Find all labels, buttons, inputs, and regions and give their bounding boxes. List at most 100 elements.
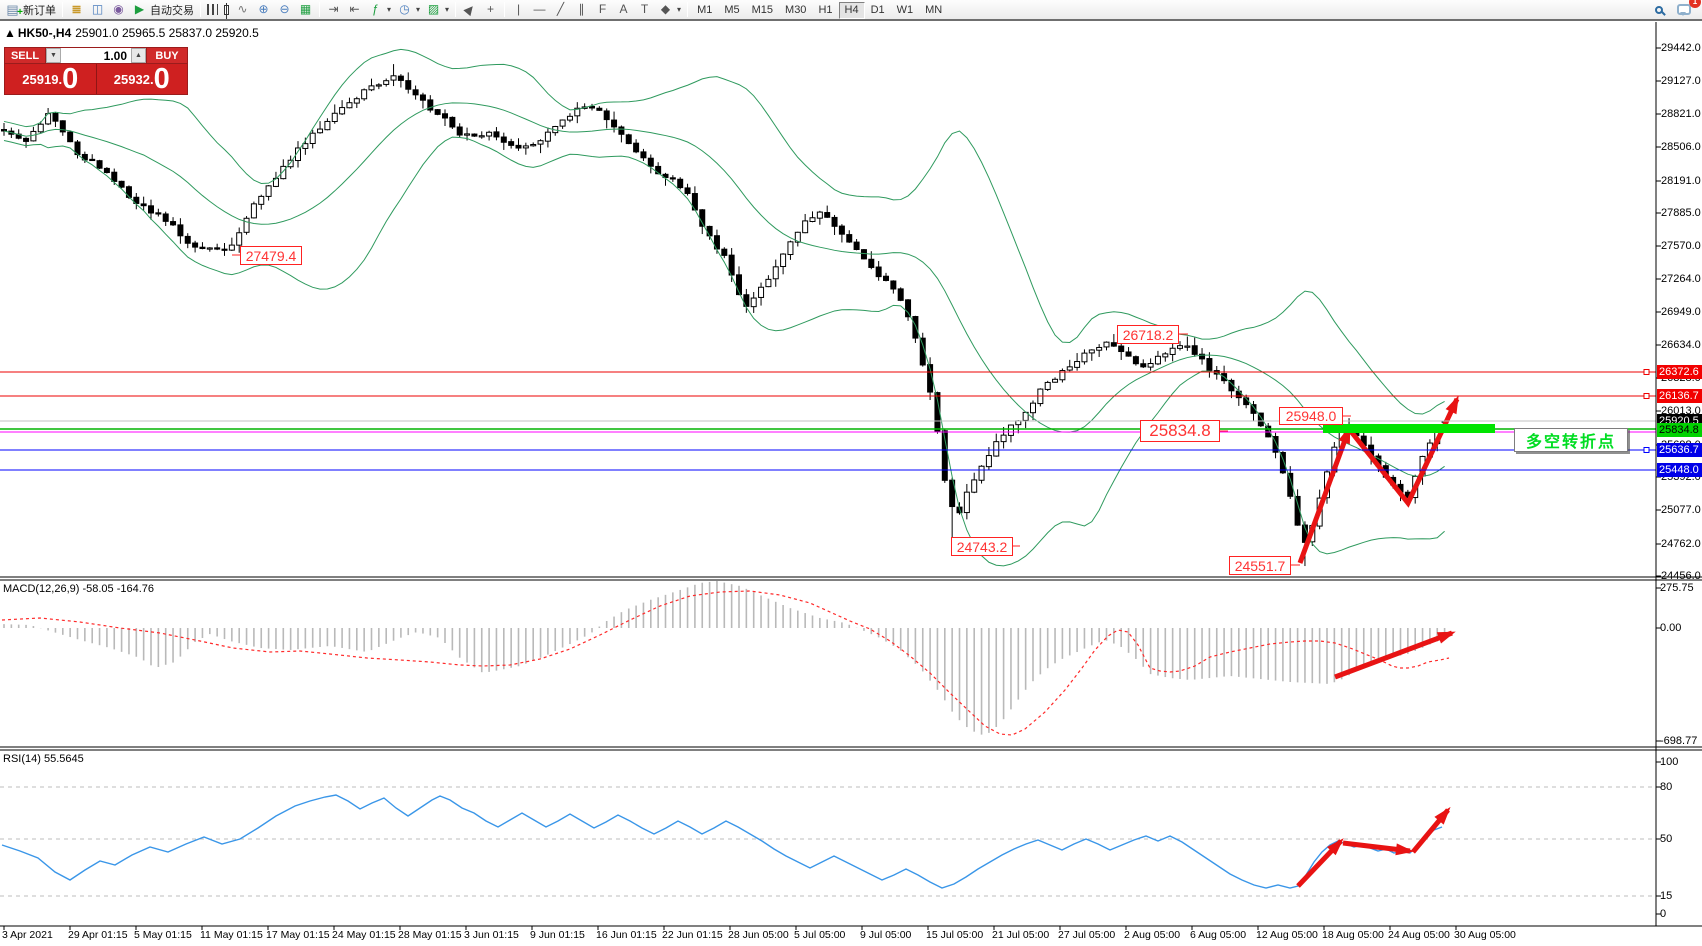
time-axis-label: 2 Aug 05:00 (1124, 929, 1181, 941)
periods-button[interactable]: ◷ ▾ (394, 1, 423, 19)
time-axis-label: 6 Aug 05:00 (1190, 929, 1247, 941)
one-click-trading-panel: SELL ▼ ▲ BUY 25919.0 25932.0 (4, 47, 188, 95)
notifications-button[interactable]: 1 (1674, 0, 1701, 19)
timeframe-m1-button[interactable]: M1 (691, 2, 718, 19)
text-button[interactable]: A (613, 1, 634, 19)
sell-price[interactable]: 25919. 0 (5, 64, 97, 94)
timeframe-w1-button[interactable]: W1 (891, 2, 920, 19)
text-icon: A (619, 2, 628, 16)
symbol-direction-icon: ▲ (4, 26, 16, 40)
time-axis-label: 18 Aug 05:00 (1322, 929, 1384, 941)
support-highlight-bar (1323, 424, 1495, 433)
chevron-down-icon: ▾ (445, 5, 450, 14)
zoom-out-button[interactable]: ⊖ (274, 1, 295, 19)
timeframe-m30-button[interactable]: M30 (779, 2, 812, 19)
macd-axis-tick: 0.00 (1660, 622, 1682, 634)
arrows-button[interactable]: ◆ ▾ (655, 1, 684, 19)
chevron-down-icon: ▾ (387, 5, 392, 14)
buy-button[interactable]: BUY (146, 47, 188, 64)
time-axis-label: 28 May 01:15 (398, 929, 462, 941)
timeframe-h4-button[interactable]: H4 (838, 1, 865, 19)
volume-input[interactable] (61, 48, 131, 63)
gold-bars-icon: ≣ (71, 2, 82, 16)
fibonacci-button[interactable]: F (592, 1, 613, 19)
charts-profile-button[interactable]: ◫ (87, 1, 108, 19)
new-order-button[interactable]: ▤ + 新订单 (2, 1, 59, 19)
sell-button[interactable]: SELL (4, 47, 46, 64)
price-axis-tick: 27264.0 (1661, 273, 1701, 285)
timeframe-mn-button[interactable]: MN (919, 2, 948, 19)
text-label-button[interactable]: T (634, 1, 655, 19)
channel-button[interactable]: ∥ (571, 1, 592, 19)
price-tag: 25448.0 (1657, 463, 1702, 477)
time-axis-label: 16 Jun 01:15 (596, 929, 657, 941)
timeframe-d1-button[interactable]: D1 (865, 2, 891, 19)
timeframe-m5-button[interactable]: M5 (718, 2, 745, 19)
toolbar: ▤ + 新订单 ≣ ◫ ◉ ▶ 自动交易 ∿ ⊕ ⊖ ▦ ⇥ ⇤ ƒ ▾ ◷ ▾ ▨ ▾… (0, 0, 1702, 21)
candlestick-chart-button[interactable] (221, 1, 232, 19)
chart-header: ▲ HK50-,H4 25901.0 25965.5 25837.0 25920.5 (4, 26, 259, 40)
buy-price[interactable]: 25932. 0 (113, 63, 170, 95)
search-button[interactable] (1652, 1, 1666, 19)
crosshair-button[interactable]: + (480, 1, 501, 19)
chat-bubble-icon (1677, 4, 1691, 16)
price-axis-tick: 24762.0 (1661, 538, 1701, 550)
horizontal-line-button[interactable]: — (529, 1, 550, 19)
trend-arrow (1347, 397, 1460, 508)
price-callout-label[interactable]: 24743.2 (951, 537, 1013, 556)
macd-axis-tick: -698.77 (1660, 735, 1698, 747)
rsi-axis-tick: 0 (1660, 908, 1667, 920)
line-chart-button[interactable]: ∿ (232, 1, 253, 19)
trendline-button[interactable]: ╱ (550, 1, 571, 19)
gold-bars-button[interactable]: ≣ (66, 1, 87, 19)
time-axis-label: 5 May 01:15 (134, 929, 192, 941)
autotrading-icon: ▶ (134, 2, 145, 16)
time-axis-label: 17 May 01:15 (266, 929, 330, 941)
time-axis-label: 24 Aug 05:00 (1388, 929, 1450, 941)
charts-profile-icon: ◫ (91, 2, 104, 16)
templates-button[interactable]: ▨ ▾ (423, 1, 452, 19)
price-callout-label[interactable]: 24551.7 (1229, 556, 1291, 575)
bar-chart-button[interactable] (204, 1, 221, 19)
crosshair-icon: + (487, 2, 495, 16)
auto-scroll-button[interactable]: ⇥ (323, 1, 344, 19)
price-callout-label[interactable]: 25834.8 (1140, 420, 1220, 442)
macd-panel (1, 581, 1456, 736)
search-icon (1655, 5, 1663, 14)
price-axis-tick: 28821.0 (1661, 108, 1701, 120)
price-axis-tick: 28506.0 (1661, 141, 1701, 153)
tile-windows-button[interactable]: ▦ (295, 1, 316, 19)
signal-button[interactable]: ◉ (108, 1, 129, 19)
line-handle (1643, 447, 1650, 453)
time-axis-label: 3 Jun 01:15 (464, 929, 519, 941)
rsi-label: RSI(14) 55.5645 (3, 753, 84, 765)
price-tag: 25636.7 (1657, 443, 1702, 457)
time-axis-label: 15 Jul 05:00 (926, 929, 984, 941)
indicators-button[interactable]: ƒ ▾ (365, 1, 394, 19)
toolbar-separator (504, 2, 506, 17)
toolbar-separator (62, 2, 63, 17)
autotrading-button[interactable]: ▶ 自动交易 (129, 1, 197, 19)
turning-point-annotation[interactable]: 多空转折点 (1514, 428, 1628, 452)
timeframe-m15-button[interactable]: M15 (746, 2, 779, 19)
zoom-in-button[interactable]: ⊕ (253, 1, 274, 19)
volume-up-button[interactable]: ▲ (131, 48, 146, 63)
timeframe-h1-button[interactable]: H1 (812, 2, 838, 19)
bar-chart-icon (207, 4, 218, 15)
rsi-axis-tick: 50 (1660, 833, 1673, 845)
price-callout-label[interactable]: 27479.4 (240, 246, 302, 265)
price-axis-tick: 26949.0 (1661, 306, 1701, 318)
horizontal-line-icon: — (533, 2, 546, 16)
text-label-icon: T (640, 2, 649, 16)
trend-arrow-head (1434, 806, 1451, 825)
chart-shift-button[interactable]: ⇤ (344, 1, 365, 19)
vertical-line-button[interactable]: | (508, 1, 529, 19)
periods-clock-icon: ◷ (399, 2, 410, 16)
price-callout-label[interactable]: 25948.0 (1279, 407, 1343, 425)
fibonacci-icon: F (598, 2, 607, 16)
price-callout-label[interactable]: 26718.2 (1117, 325, 1179, 344)
channel-icon: ∥ (578, 2, 585, 16)
volume-down-button[interactable]: ▼ (46, 48, 61, 63)
